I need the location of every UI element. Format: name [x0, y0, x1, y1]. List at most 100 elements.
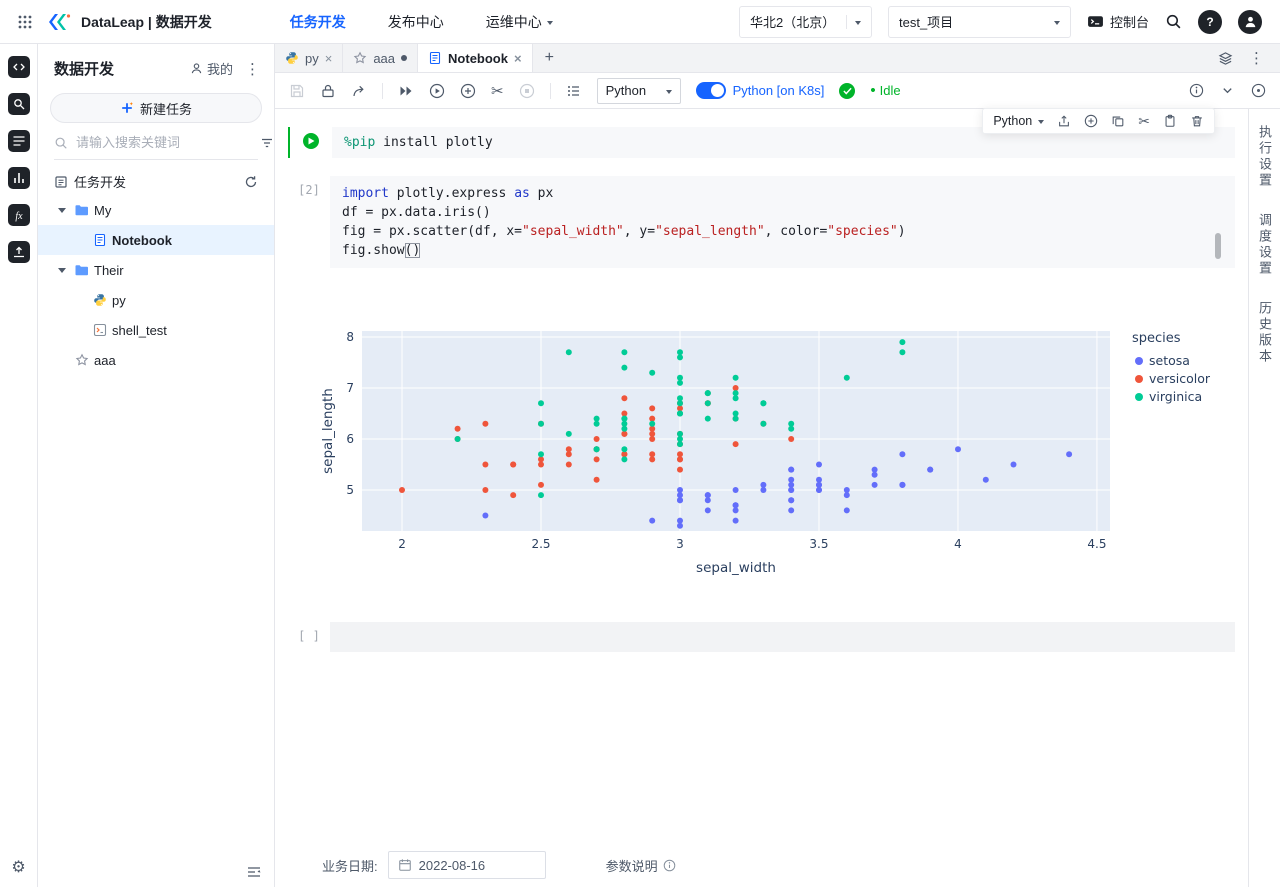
svg-text:6: 6 — [346, 432, 354, 446]
tree-item-label: shell_test — [112, 322, 167, 338]
cell-toolbar: Python ✂ — [982, 108, 1215, 134]
function-icon[interactable]: fx — [7, 204, 30, 226]
filter-icon[interactable] — [260, 136, 274, 150]
task-list-icon[interactable] — [7, 130, 30, 152]
help-icon[interactable]: ? — [1198, 9, 1222, 34]
run-all-icon[interactable] — [398, 83, 414, 99]
add-cell-icon[interactable] — [1084, 114, 1098, 128]
search-input[interactable] — [76, 135, 252, 150]
tree-item-py[interactable]: py — [38, 285, 274, 315]
close-icon[interactable]: × — [324, 50, 333, 66]
tree-item-shell_test[interactable]: shell_test — [38, 315, 274, 345]
stop-icon[interactable] — [519, 83, 535, 99]
submit-icon[interactable] — [351, 83, 367, 99]
region-select[interactable]: 华北2（北京） — [738, 5, 872, 38]
kernel-select[interactable]: Python — [596, 77, 681, 104]
info-icon[interactable] — [1189, 83, 1204, 98]
tree-item-label: py — [112, 292, 126, 308]
app-launcher-icon[interactable] — [18, 15, 32, 29]
new-tab-button[interactable]: + — [544, 49, 554, 66]
layers-icon[interactable] — [1218, 51, 1233, 66]
tree-item-aaa[interactable]: aaa — [38, 345, 274, 375]
project-select[interactable]: test_项目 — [887, 5, 1071, 38]
nav-ops-center[interactable]: 运维中心 — [486, 12, 553, 32]
more-menu-icon[interactable]: ⋮ — [245, 60, 260, 78]
cut-cell-icon[interactable]: ✂ — [1138, 112, 1150, 129]
my-items-toggle[interactable]: 我的 — [190, 59, 233, 78]
settings-gear-icon[interactable]: ⚙ — [11, 859, 26, 876]
svg-text:sepal_length: sepal_length — [320, 388, 336, 474]
empty-cell[interactable]: [ ] — [288, 622, 1235, 652]
tree-item-Notebook[interactable]: Notebook — [38, 225, 274, 255]
divider — [382, 82, 383, 99]
code-cell-2[interactable]: [2] import plotly.express as px df = px.d… — [288, 176, 1235, 586]
data-metrics-icon[interactable] — [7, 167, 30, 189]
business-date-input[interactable]: 2022-08-16 — [387, 851, 546, 879]
more-menu-icon[interactable]: ⋮ — [1249, 50, 1264, 67]
python-icon — [91, 293, 108, 307]
adhoc-query-icon[interactable] — [7, 93, 30, 115]
paste-cell-icon[interactable] — [1163, 114, 1177, 128]
tree-item-label: aaa — [94, 352, 116, 368]
tree-item-Their[interactable]: Their — [38, 255, 274, 285]
nav-release-center[interactable]: 发布中心 — [387, 13, 444, 30]
caret-down-icon[interactable] — [54, 203, 69, 217]
params-help[interactable]: 参数说明 — [606, 856, 676, 875]
sidebar-search — [54, 135, 272, 160]
collapse-list-icon[interactable] — [246, 865, 262, 879]
caret-down-icon[interactable] — [54, 263, 69, 277]
iris-scatter-chart: 2 2.5 3 3.5 4 4.5 5 6 7 8 sepal_width sepal_length s… — [320, 330, 1211, 576]
console-button[interactable]: 控制台 — [1087, 12, 1149, 31]
tree-item-label: Their — [94, 262, 124, 278]
cut-cell-icon[interactable]: ✂ — [491, 82, 504, 100]
business-date-value: 2022-08-16 — [418, 857, 486, 873]
outline-icon[interactable] — [566, 83, 582, 99]
svg-text:5: 5 — [346, 483, 354, 497]
code-editor[interactable]: import plotly.express as px df = px.data.… — [330, 176, 1235, 268]
tree-item-My[interactable]: My — [38, 195, 274, 225]
new-task-button[interactable]: 新建任务 — [50, 93, 262, 123]
collapse-toolbar-icon[interactable] — [1221, 84, 1234, 97]
add-cell-icon[interactable] — [460, 83, 476, 99]
resource-upload-icon[interactable] — [7, 241, 30, 263]
delete-cell-icon[interactable] — [1190, 114, 1204, 128]
k8s-label: Python [on K8s] — [732, 83, 825, 98]
calendar-icon — [398, 858, 412, 872]
directory-icon — [54, 175, 68, 189]
copy-cell-icon[interactable] — [1111, 114, 1125, 128]
folder-icon — [73, 263, 90, 277]
tab-schedule-settings[interactable]: 调度设置 — [1257, 213, 1272, 277]
svg-text:2.5: 2.5 — [531, 537, 550, 551]
search-icon[interactable] — [1165, 13, 1182, 30]
lock-icon[interactable] — [320, 83, 336, 99]
tab-execution-settings[interactable]: 执行设置 — [1257, 125, 1272, 189]
run-cell-icon[interactable] — [429, 83, 445, 99]
save-icon[interactable] — [289, 83, 305, 99]
timer-icon[interactable] — [1251, 83, 1266, 98]
cell-language-select[interactable]: Python — [993, 114, 1045, 128]
tab-py[interactable]: py × — [275, 44, 344, 72]
code-editor[interactable] — [330, 622, 1235, 652]
close-icon[interactable]: × — [513, 50, 522, 66]
tab-history-versions[interactable]: 历史版本 — [1257, 301, 1272, 365]
svg-text:sepal_width: sepal_width — [696, 560, 776, 576]
refresh-icon[interactable] — [244, 175, 258, 189]
data-development-icon[interactable] — [7, 56, 30, 78]
k8s-toggle[interactable] — [695, 82, 726, 99]
svg-text:species: species — [1132, 331, 1181, 346]
info-icon — [663, 859, 676, 872]
business-date-label: 业务日期: — [322, 858, 378, 874]
cell-success-icon — [303, 133, 319, 149]
notebook-scrollbar-thumb[interactable] — [1215, 233, 1221, 259]
brand-title: DataLeap | 数据开发 — [81, 13, 212, 30]
notebook-icon — [428, 51, 442, 65]
tab-aaa[interactable]: aaa — [343, 44, 419, 72]
nav-task-development[interactable]: 任务开发 — [289, 13, 346, 30]
svg-text:4: 4 — [954, 537, 962, 551]
tab-notebook[interactable]: Notebook × — [418, 44, 533, 72]
export-cell-icon[interactable] — [1057, 114, 1071, 128]
chevron-down-icon — [665, 89, 672, 97]
avatar[interactable] — [1238, 9, 1262, 34]
